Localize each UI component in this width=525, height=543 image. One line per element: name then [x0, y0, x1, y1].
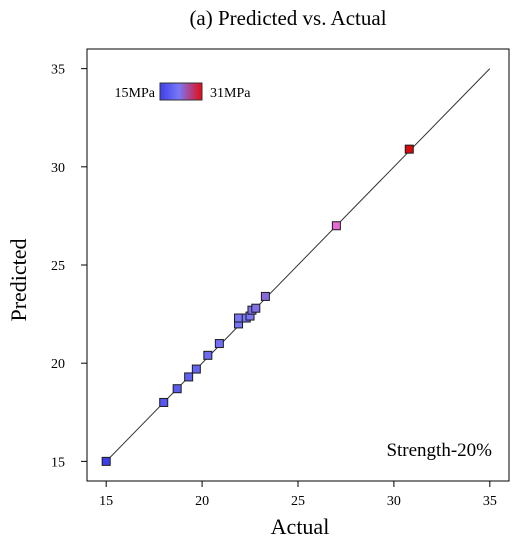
y-tick-label: 25 [51, 259, 65, 274]
x-tick-label: 30 [387, 494, 401, 509]
data-point [331, 221, 341, 231]
y-tick-label: 20 [51, 357, 65, 372]
x-tick-label: 25 [291, 494, 305, 509]
data-point [203, 350, 213, 360]
data-point [159, 397, 169, 407]
y-tick-label: 35 [51, 63, 65, 78]
y-axis-ticks: 15 20 25 30 35 [51, 63, 87, 470]
y-tick-label: 30 [51, 161, 65, 176]
data-point [214, 339, 224, 349]
reference-line [105, 68, 491, 462]
x-tick-label: 35 [483, 494, 497, 509]
data-point [251, 303, 261, 313]
annotation-strength: Strength-20% [386, 440, 492, 461]
y-tick-label: 15 [51, 455, 65, 470]
color-scale-min-label: 15MPa [115, 86, 156, 101]
x-tick-label: 15 [99, 494, 113, 509]
data-point [191, 364, 201, 374]
data-point [404, 144, 414, 154]
color-scale-bar [159, 82, 203, 101]
y-axis-title: Predicted [6, 238, 31, 321]
data-point [184, 372, 194, 382]
color-scale-max-label: 31MPa [210, 86, 251, 101]
data-points [101, 144, 414, 466]
data-point [260, 291, 270, 301]
color-scale-legend: 15MPa 31MPa [115, 82, 251, 101]
data-point [172, 384, 182, 394]
data-point [234, 313, 244, 323]
x-axis-ticks: 15 20 25 30 35 [99, 481, 497, 509]
chart-title: (a) Predicted vs. Actual [189, 6, 386, 30]
x-axis-title: Actual [271, 514, 330, 539]
data-point [101, 456, 111, 466]
x-tick-label: 20 [195, 494, 209, 509]
